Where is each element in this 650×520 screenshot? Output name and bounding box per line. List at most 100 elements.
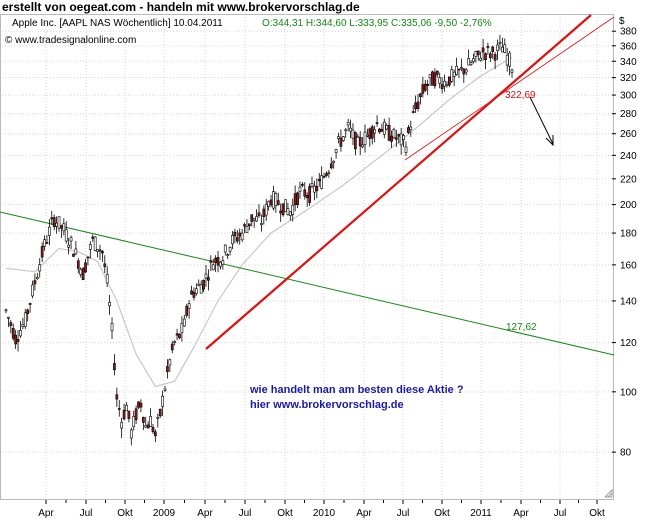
candle [474, 50, 478, 63]
candle-body [214, 257, 217, 263]
candle [74, 241, 78, 256]
candle [409, 120, 413, 137]
grid-lines [2, 14, 612, 500]
candle [440, 77, 444, 94]
x-tick-label: Okt [434, 508, 450, 519]
candle [363, 124, 367, 153]
candle-body [43, 239, 46, 247]
candle [426, 79, 430, 95]
candle [419, 92, 422, 105]
candle-body [55, 222, 58, 227]
candle [373, 125, 377, 143]
candle [368, 127, 372, 147]
candle [375, 115, 379, 127]
candle-body [96, 249, 99, 252]
candle-body [178, 333, 181, 339]
candle-body [187, 303, 191, 309]
candle [320, 166, 323, 190]
candle-body [161, 395, 164, 407]
candle-body [443, 80, 446, 87]
candle-body [216, 257, 220, 266]
candle-body [356, 135, 360, 138]
candle [467, 49, 470, 66]
candle [291, 198, 295, 222]
candle [257, 204, 261, 218]
candle [445, 81, 449, 88]
candle-body [134, 408, 138, 421]
candle-body [322, 176, 326, 178]
candle [443, 74, 446, 92]
candle [349, 119, 352, 139]
candle-body [392, 128, 396, 138]
candle-body [476, 50, 480, 56]
candle [421, 76, 425, 98]
candle [221, 255, 225, 270]
candle [243, 222, 246, 234]
candle-body [117, 408, 121, 410]
x-tick-label: Okt [589, 508, 605, 519]
candle-body [298, 186, 302, 192]
candle-body [202, 279, 205, 290]
candle-body [98, 249, 102, 252]
candle-body [373, 129, 377, 134]
candle-body [426, 83, 430, 86]
candle-body [498, 41, 502, 44]
candle [108, 294, 111, 315]
annotation-text-line2: hier www.brokervorschlag.de [250, 399, 404, 411]
y-tick-label: 180 [620, 229, 637, 240]
candle-body [508, 52, 511, 67]
candle [493, 51, 497, 70]
candle [305, 192, 309, 207]
candle-body [267, 201, 270, 207]
candle [310, 176, 314, 189]
candle [226, 253, 230, 260]
candle-body [113, 363, 116, 371]
candle [301, 182, 304, 188]
candle [385, 123, 389, 131]
candle [117, 400, 121, 417]
candle-body [378, 128, 381, 133]
candle [414, 95, 417, 113]
candle [296, 191, 299, 208]
candle-body [486, 46, 490, 48]
y-tick-label: 380 [620, 27, 637, 38]
candle-body [120, 422, 124, 429]
candle-body [346, 122, 350, 126]
candle-body [484, 53, 487, 61]
candle [457, 68, 461, 79]
candle-body [38, 264, 42, 272]
candle [327, 169, 331, 178]
candle [476, 50, 480, 61]
candle-body [320, 175, 323, 189]
candle [62, 218, 66, 236]
candle [460, 58, 463, 72]
candle [50, 210, 54, 226]
candle-body [4, 309, 8, 312]
candle [508, 50, 511, 76]
candle [4, 308, 8, 314]
candle [141, 416, 145, 431]
candle-body [332, 160, 336, 164]
candle [21, 317, 25, 330]
candle-body [438, 77, 442, 84]
candle-body [288, 211, 292, 216]
candle [146, 421, 150, 429]
corner-resize-handle[interactable] [604, 488, 613, 498]
candle [14, 329, 17, 349]
candle-body [370, 126, 374, 139]
candle-body [129, 429, 133, 439]
candle-body [223, 244, 227, 253]
candle [337, 132, 340, 144]
candle-body [409, 126, 413, 131]
candle-body [397, 134, 401, 137]
candle-body [503, 44, 507, 53]
candle [187, 300, 191, 319]
candle-body [170, 343, 174, 351]
candle-body [84, 262, 87, 273]
candle [151, 423, 155, 434]
candle-body [339, 137, 343, 147]
x-tick-label: Jul [554, 508, 567, 519]
candle-body [341, 136, 345, 141]
candle [195, 283, 198, 296]
